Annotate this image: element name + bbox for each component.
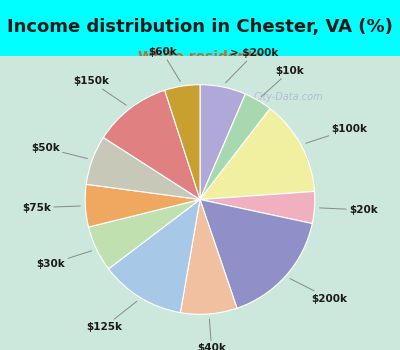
- Text: $60k: $60k: [148, 47, 180, 82]
- Text: $20k: $20k: [320, 205, 378, 215]
- Text: $150k: $150k: [73, 76, 126, 105]
- Text: City-Data.com: City-Data.com: [253, 92, 323, 102]
- Wedge shape: [108, 199, 200, 313]
- Wedge shape: [86, 138, 200, 200]
- Text: $40k: $40k: [197, 319, 226, 350]
- Wedge shape: [88, 199, 200, 269]
- Wedge shape: [200, 199, 312, 308]
- FancyBboxPatch shape: [0, 53, 400, 350]
- Wedge shape: [200, 85, 245, 200]
- Text: $10k: $10k: [261, 66, 304, 97]
- Wedge shape: [165, 85, 200, 200]
- Text: White residents: White residents: [138, 50, 262, 64]
- Text: $200k: $200k: [290, 279, 348, 304]
- Text: > $200k: > $200k: [226, 48, 278, 83]
- Text: $30k: $30k: [36, 251, 92, 269]
- Wedge shape: [200, 191, 315, 224]
- Wedge shape: [200, 94, 270, 200]
- Wedge shape: [103, 90, 200, 199]
- Text: Income distribution in Chester, VA (%): Income distribution in Chester, VA (%): [7, 18, 393, 36]
- Text: $75k: $75k: [22, 203, 80, 213]
- Wedge shape: [85, 184, 200, 227]
- Text: $50k: $50k: [31, 143, 87, 159]
- Wedge shape: [180, 199, 237, 314]
- Text: $100k: $100k: [306, 124, 368, 143]
- Wedge shape: [200, 108, 314, 200]
- Text: $125k: $125k: [86, 301, 137, 332]
